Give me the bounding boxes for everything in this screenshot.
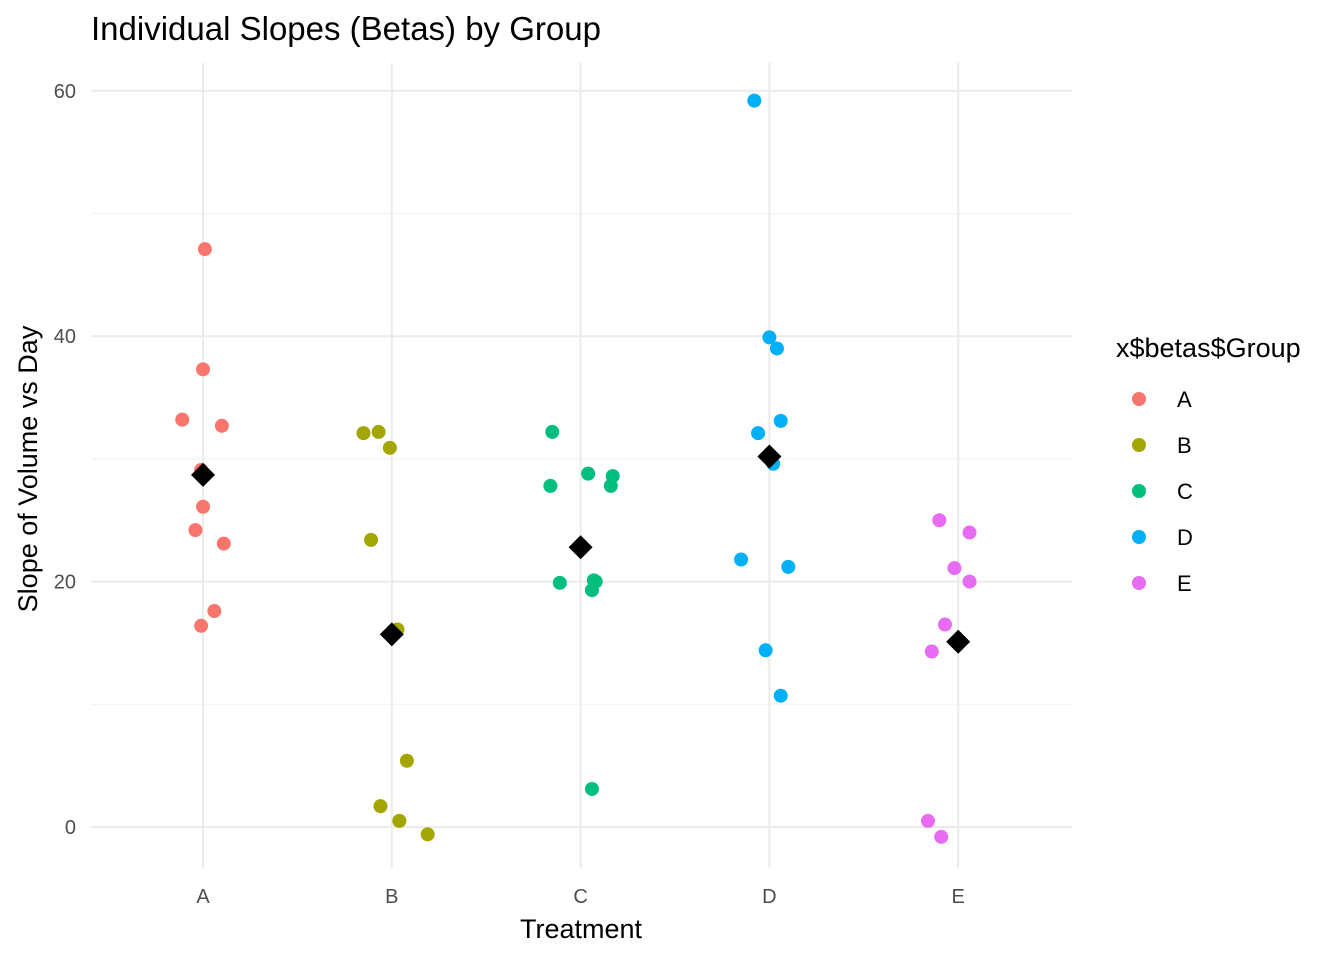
data-point-b: [364, 532, 379, 547]
data-point-b: [392, 813, 407, 828]
legend-label-e: E: [1177, 571, 1192, 596]
x-tick-label: B: [385, 886, 398, 908]
data-point-a: [214, 418, 229, 433]
legend-key-b: [1132, 438, 1146, 452]
data-point-b: [373, 799, 388, 814]
data-point-a: [196, 362, 210, 377]
data-point-c: [545, 424, 560, 439]
data-point-d: [773, 688, 788, 703]
legend-label-d: D: [1177, 525, 1193, 550]
mean-marker-c: [568, 535, 593, 560]
data-point-b: [399, 753, 414, 768]
data-point-a: [188, 523, 203, 538]
legend-label-a: A: [1177, 387, 1192, 412]
data-point-d: [758, 643, 773, 658]
legend-key-c: [1132, 484, 1146, 498]
mean-marker-e: [946, 629, 971, 654]
data-point-a: [197, 242, 212, 257]
data-point-e: [947, 561, 962, 576]
data-point-c: [584, 781, 599, 796]
legend-key-d: [1132, 530, 1146, 544]
legend-title: x$betas$Group: [1116, 333, 1301, 363]
data-point-d: [773, 413, 788, 428]
data-point-a: [207, 604, 222, 619]
y-tick-label: 20: [54, 572, 76, 594]
data-point-d: [762, 330, 777, 345]
y-axis-title: Slope of Volume vs Day: [13, 325, 43, 612]
mean-marker-d: [757, 444, 782, 469]
data-point-c: [581, 466, 596, 481]
data-point-d: [734, 552, 749, 567]
data-point-c: [552, 575, 567, 590]
chart-title: Individual Slopes (Betas) by Group: [91, 10, 601, 47]
data-point-c: [603, 478, 618, 493]
data-point-e: [937, 617, 952, 632]
data-point-c: [543, 478, 558, 493]
legend-key-a: [1132, 392, 1146, 406]
data-point-a: [175, 412, 190, 427]
data-point-d: [747, 93, 762, 108]
x-tick-label: E: [952, 886, 965, 908]
data-point-e: [962, 574, 977, 589]
mean-marker-a: [191, 462, 215, 487]
data-point-d: [751, 426, 766, 441]
x-tick-label: C: [573, 886, 587, 908]
data-point-e: [962, 525, 977, 540]
x-tick-label: A: [196, 886, 210, 908]
legend-label-c: C: [1177, 479, 1193, 504]
y-tick-label: 40: [54, 326, 76, 348]
mean-marker-b: [379, 622, 404, 647]
y-tick-label: 60: [54, 81, 76, 103]
grid-layer: [91, 63, 1072, 868]
data-point-a: [196, 499, 210, 514]
x-tick-labels: A B C D E: [196, 886, 965, 908]
data-point-b: [371, 424, 386, 439]
data-points: [175, 93, 977, 844]
data-point-b: [356, 426, 371, 441]
data-point-b: [420, 827, 435, 842]
data-point-a: [194, 618, 209, 633]
group-means: [191, 444, 971, 654]
legend-key-e: [1132, 576, 1146, 590]
data-point-e: [920, 813, 935, 828]
data-point-e: [924, 644, 939, 659]
data-point-d: [781, 559, 796, 574]
x-axis-title: Treatment: [520, 914, 643, 944]
data-point-e: [934, 829, 949, 844]
y-tick-label: 0: [65, 817, 76, 839]
y-tick-labels: 0 20 40 60: [54, 81, 76, 839]
data-point-c: [584, 583, 599, 598]
data-point-d: [769, 341, 784, 356]
legend-label-b: B: [1177, 433, 1192, 458]
x-tick-label: D: [762, 886, 776, 908]
data-point-a: [216, 536, 231, 551]
data-point-e: [932, 513, 947, 528]
data-point-b: [382, 440, 397, 455]
